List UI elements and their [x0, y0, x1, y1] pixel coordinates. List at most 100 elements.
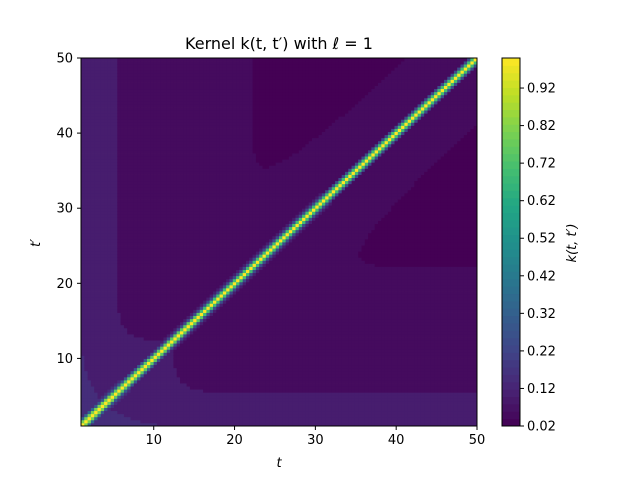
heatmap-cell	[156, 389, 161, 393]
heatmap-cell	[209, 284, 214, 289]
heatmap-cell	[206, 186, 211, 191]
heatmap-cell	[206, 238, 211, 243]
heatmap-cell	[137, 137, 141, 142]
heatmap-cell	[206, 202, 211, 206]
heatmap-cell	[137, 73, 141, 77]
heatmap-cell	[133, 346, 138, 350]
heatmap-cell	[176, 275, 181, 280]
heatmap-cell	[140, 401, 145, 405]
heatmap-cell	[90, 245, 95, 249]
heatmap-cell	[156, 208, 161, 212]
heatmap-cell	[137, 367, 141, 372]
heatmap-cell	[114, 107, 118, 111]
heatmap-cell	[186, 352, 191, 356]
heatmap-cell	[176, 401, 181, 405]
heatmap-cell	[123, 199, 128, 203]
heatmap-cell	[140, 337, 145, 341]
heatmap-cell	[133, 94, 138, 99]
heatmap-cell	[117, 104, 121, 108]
heatmap-cell	[209, 156, 214, 160]
heatmap-cell	[130, 235, 135, 240]
heatmap-cell	[81, 370, 85, 375]
heatmap-cell	[193, 153, 197, 157]
heatmap-cell	[87, 79, 92, 83]
heatmap-cell	[84, 94, 88, 99]
heatmap-cell	[163, 361, 168, 366]
heatmap-cell	[87, 119, 92, 123]
heatmap-cell	[186, 229, 191, 234]
heatmap-cell	[203, 137, 207, 142]
heatmap-cell	[173, 168, 178, 172]
heatmap-cell	[203, 398, 207, 402]
heatmap-cell	[110, 153, 115, 157]
heatmap-cell	[180, 364, 184, 369]
heatmap-cell	[189, 242, 194, 246]
heatmap-cell	[127, 94, 131, 99]
heatmap-cell	[153, 153, 158, 157]
heatmap-cell	[193, 113, 197, 117]
heatmap-cell	[170, 392, 174, 396]
heatmap-cell	[186, 162, 191, 166]
heatmap-cell	[81, 137, 85, 142]
heatmap-cell	[110, 260, 115, 264]
heatmap-cell	[156, 171, 161, 175]
heatmap-cell	[120, 318, 125, 323]
heatmap-cell	[153, 248, 158, 252]
heatmap-cell	[163, 343, 168, 347]
heatmap-cell	[100, 223, 105, 228]
heatmap-cell	[137, 238, 141, 243]
heatmap-cell	[143, 291, 148, 295]
heatmap-cell	[143, 64, 148, 68]
heatmap-cell	[180, 165, 184, 169]
heatmap-cell	[114, 315, 118, 320]
heatmap-cell	[206, 82, 211, 86]
heatmap-cell	[94, 85, 98, 90]
heatmap-cell	[114, 303, 118, 307]
heatmap-cell	[150, 263, 154, 267]
heatmap-cell	[213, 76, 217, 80]
heatmap-cell	[176, 165, 181, 169]
heatmap-cell	[104, 235, 108, 240]
heatmap-cell	[100, 398, 105, 402]
heatmap-cell	[173, 386, 178, 390]
heatmap-cell	[176, 91, 181, 96]
heatmap-cell	[180, 410, 184, 415]
heatmap-cell	[90, 186, 95, 191]
heatmap-cell	[199, 245, 204, 249]
heatmap-cell	[199, 79, 204, 83]
heatmap-cell	[166, 226, 171, 231]
heatmap-cell	[203, 58, 207, 62]
heatmap-cell	[186, 392, 191, 396]
heatmap-cell	[110, 383, 115, 387]
heatmap-cell	[120, 410, 125, 415]
heatmap-cell	[209, 266, 214, 270]
heatmap-cell	[150, 110, 154, 114]
heatmap-cell	[104, 242, 108, 246]
heatmap-cell	[189, 358, 194, 362]
heatmap-cell	[123, 352, 128, 356]
heatmap-cell	[104, 358, 108, 362]
heatmap-cell	[166, 125, 171, 129]
heatmap-cell	[216, 330, 220, 335]
heatmap-cell	[193, 272, 197, 277]
heatmap-cell	[213, 321, 217, 326]
heatmap-cell	[127, 131, 131, 136]
heatmap-cell	[117, 419, 121, 424]
heatmap-cell	[100, 343, 105, 347]
heatmap-cell	[100, 192, 105, 197]
heatmap-cell	[90, 404, 95, 408]
heatmap-cell	[209, 177, 214, 182]
heatmap-cell	[140, 137, 145, 142]
heatmap-cell	[97, 272, 102, 277]
heatmap-cell	[199, 171, 204, 175]
heatmap-cell	[180, 232, 184, 237]
heatmap-cell	[114, 211, 118, 215]
heatmap-cell	[137, 202, 141, 206]
heatmap-cell	[206, 392, 211, 396]
heatmap-cell	[150, 306, 154, 310]
heatmap-cell	[156, 386, 161, 390]
heatmap-cell	[196, 223, 201, 228]
heatmap-cell	[176, 137, 181, 142]
heatmap-cell	[114, 104, 118, 108]
heatmap-cell	[90, 217, 95, 221]
